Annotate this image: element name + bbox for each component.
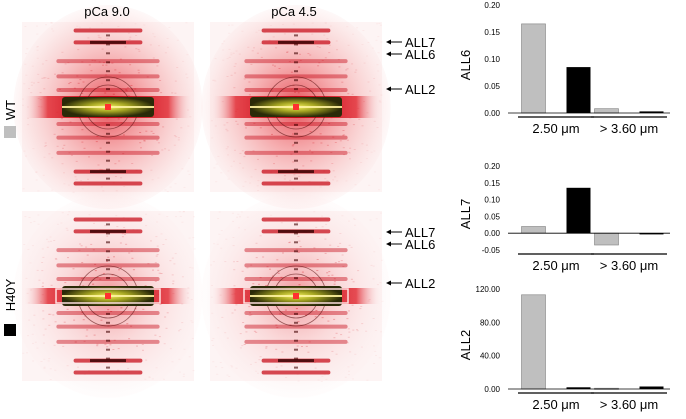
tick-label: 0.05 bbox=[484, 212, 500, 221]
tick-label: 0.20 bbox=[484, 1, 500, 10]
bar bbox=[594, 232, 619, 246]
category-label: > 3.60 μm bbox=[600, 397, 658, 412]
bar bbox=[566, 187, 591, 234]
y-axis-label-all6: ALL6 bbox=[458, 50, 473, 80]
arrow-all2-bottom: ALL2 bbox=[386, 276, 435, 291]
panel-wt-pca-9 bbox=[13, 5, 203, 209]
arrow-all6-bottom: ALL6 bbox=[386, 237, 435, 252]
legend-swatch-h40y bbox=[4, 324, 16, 336]
chart-all6: ALL6 0.00 0.05 0.10 0.15 0.20 2.50 μm > 3.60 μm bbox=[458, 1, 670, 136]
bar bbox=[594, 108, 619, 114]
panel-h40y-pca-4-5 bbox=[201, 194, 391, 398]
tick-label: 0.05 bbox=[484, 82, 500, 91]
tick-label: 0.20 bbox=[484, 162, 500, 171]
row-label-wt: WT bbox=[3, 100, 18, 138]
tick-label: 0.00 bbox=[484, 229, 500, 238]
tick-label: 0.10 bbox=[484, 196, 500, 205]
category-label: > 3.60 μm bbox=[600, 258, 658, 273]
tick-label: -0.05 bbox=[482, 246, 501, 255]
category-label: 2.50 μm bbox=[532, 397, 579, 412]
column-label-pca-4-5: pCa 4.5 bbox=[271, 4, 317, 19]
row-label-wt-text: WT bbox=[3, 100, 18, 120]
arrow-all7-bottom: ALL7 bbox=[386, 225, 435, 240]
tick-label: 0.00 bbox=[484, 385, 500, 394]
bar bbox=[639, 386, 664, 389]
chart-all2: ALL2 0.00 40.00 80.00 120.00 2.50 μm > 3.60 μm bbox=[458, 285, 670, 412]
panel-wt-pca-4-5 bbox=[201, 5, 391, 209]
arrow-all2-top: ALL2 bbox=[386, 82, 435, 97]
bar bbox=[639, 233, 664, 235]
tick-label: 40.00 bbox=[480, 352, 501, 361]
tick-label: 0.00 bbox=[484, 109, 500, 118]
bar bbox=[566, 387, 591, 389]
diffraction-panels bbox=[13, 5, 391, 398]
tick-label: 120.00 bbox=[476, 285, 501, 294]
bar bbox=[521, 294, 546, 390]
arrow-all7-top: ALL7 bbox=[386, 35, 435, 50]
tick-label: 0.15 bbox=[484, 28, 500, 37]
tick-label: 0.10 bbox=[484, 55, 500, 64]
row-label-h40y-text: H40Y bbox=[3, 278, 18, 311]
column-label-pca-9: pCa 9.0 bbox=[84, 4, 130, 19]
row-label-h40y: H40Y bbox=[3, 278, 18, 336]
category-label: 2.50 μm bbox=[532, 258, 579, 273]
chart-all7: ALL7 -0.05 0.00 0.05 0.10 0.15 0.20 2.50 μm > 3.… bbox=[458, 162, 670, 273]
arrow-label-all7-top: ALL7 bbox=[405, 35, 435, 50]
arrow-label-all6-bottom: ALL6 bbox=[405, 237, 435, 252]
panel-h40y-pca-9 bbox=[13, 194, 203, 398]
bar-charts: ALL6 0.00 0.05 0.10 0.15 0.20 2.50 μm > 3.60 μm… bbox=[458, 1, 670, 412]
category-label: > 3.60 μm bbox=[600, 121, 658, 136]
y-axis-label-all7: ALL7 bbox=[458, 199, 473, 229]
tick-label: 0.15 bbox=[484, 179, 500, 188]
arrow-annotations-bottom: ALL7 ALL6 ALL2 bbox=[386, 225, 435, 291]
bar bbox=[521, 226, 546, 234]
arrow-all6-top: ALL6 bbox=[386, 47, 435, 62]
arrow-label-all7-bottom: ALL7 bbox=[405, 225, 435, 240]
bar bbox=[639, 111, 664, 113]
arrow-label-all2-bottom: ALL2 bbox=[405, 276, 435, 291]
bar bbox=[566, 67, 591, 113]
legend-swatch-wt bbox=[4, 126, 16, 138]
arrow-label-all2-top: ALL2 bbox=[405, 82, 435, 97]
arrow-label-all6-top: ALL6 bbox=[405, 47, 435, 62]
arrow-annotations-top: ALL7 ALL6 ALL2 bbox=[386, 35, 435, 97]
tick-label: 80.00 bbox=[480, 318, 501, 327]
bar bbox=[521, 23, 546, 114]
category-label: 2.50 μm bbox=[532, 121, 579, 136]
y-axis-label-all2: ALL2 bbox=[458, 330, 473, 360]
